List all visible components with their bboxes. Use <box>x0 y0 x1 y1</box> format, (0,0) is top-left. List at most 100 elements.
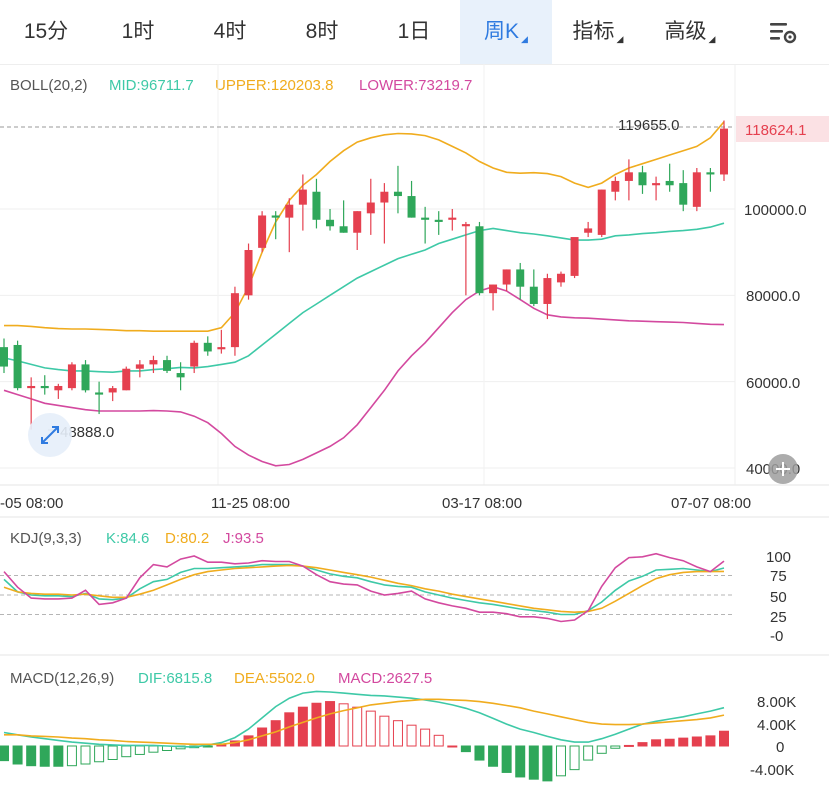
candle-body <box>339 226 348 233</box>
macd-bar <box>528 745 539 780</box>
candle-body <box>665 180 674 186</box>
boll-lower-label: LOWER:73219.7 <box>359 77 472 94</box>
candle-body <box>285 204 294 218</box>
candle <box>258 211 267 253</box>
candle-body <box>271 215 280 218</box>
crosshair-icon <box>776 462 790 476</box>
boll-title: BOLL(20,2) <box>10 77 88 94</box>
caret-down-icon: ◢ <box>616 34 624 44</box>
candle-body <box>326 219 335 227</box>
candle-body <box>217 347 226 350</box>
macd-bar <box>325 701 336 747</box>
candle <box>475 221 484 296</box>
candle <box>421 206 430 244</box>
candle-body <box>312 191 321 220</box>
macd-bar <box>501 745 512 773</box>
macd-dif-line <box>3 690 725 748</box>
candle <box>692 167 701 212</box>
price-tick: 60000.0 <box>746 375 800 392</box>
crosshair-toggle-button[interactable] <box>768 454 798 484</box>
candle-body <box>434 219 443 222</box>
candle <box>326 209 335 231</box>
tab-1h-label: 1时 <box>121 20 155 43</box>
candle-body <box>163 360 172 371</box>
tab-advanced[interactable]: 高级 ◢ <box>644 0 736 64</box>
candle-body <box>421 217 430 220</box>
kdj-tick: 100 <box>766 549 791 566</box>
kdj-lines <box>3 552 725 623</box>
candle <box>366 178 375 235</box>
macd-bar <box>474 745 485 761</box>
last-price-badge <box>736 116 829 142</box>
candle <box>393 165 402 214</box>
macd-tick: 8.00K <box>757 694 796 711</box>
candle <box>434 211 443 235</box>
macd-bar <box>12 745 23 765</box>
candle <box>190 340 199 374</box>
macd-bar <box>420 728 431 747</box>
candle <box>13 340 22 391</box>
macd-dea-label: DEA:5502.0 <box>234 670 315 687</box>
macd-bar <box>94 745 105 763</box>
kdj-panel: KDJ(9,3,3) K:84.6 D:80.2 J:93.5 100 75 5… <box>0 530 829 656</box>
kdj-title: KDJ(9,3,3) <box>10 530 82 547</box>
macd-axis: 8.00K 4.00K 0 -4.00K <box>750 694 796 779</box>
candle-body <box>543 278 552 304</box>
candle-body <box>258 215 267 248</box>
kdj-d-line <box>3 564 725 614</box>
candle <box>679 170 688 212</box>
candle <box>217 329 226 354</box>
candle <box>570 237 579 279</box>
macd-bar <box>515 745 526 778</box>
price-tick: 100000.0 <box>744 202 807 219</box>
candle <box>163 355 172 374</box>
tab-4h[interactable]: 4时 <box>184 0 276 64</box>
macd-bar <box>705 735 716 747</box>
candle-body <box>13 344 22 389</box>
candle <box>67 362 76 391</box>
candle-body <box>556 273 565 283</box>
macd-bar <box>311 702 322 747</box>
tab-1d-label: 1日 <box>397 20 431 43</box>
kdj-gridlines <box>0 575 735 615</box>
macd-bar <box>406 724 417 747</box>
candle <box>706 167 715 192</box>
candle <box>122 366 131 391</box>
candle-body <box>529 286 538 304</box>
candle <box>244 243 253 300</box>
macd-bar <box>637 742 648 747</box>
candle-body <box>720 128 728 175</box>
candle <box>624 159 633 201</box>
expand-chart-button[interactable] <box>28 413 72 457</box>
candle <box>665 163 674 192</box>
candle-body <box>380 191 389 203</box>
candle <box>312 178 321 229</box>
tab-15m[interactable]: 15分 <box>0 0 92 64</box>
kdj-k-line <box>3 563 725 616</box>
candle-body <box>407 196 416 218</box>
tab-1h[interactable]: 1时 <box>92 0 184 64</box>
candle-body <box>597 189 606 235</box>
candle <box>448 209 457 231</box>
tab-weekly[interactable]: 周K ◢ <box>460 0 552 64</box>
chart-settings-button[interactable] <box>736 0 829 64</box>
candle-body <box>353 211 362 233</box>
boll-mid-line <box>3 222 725 374</box>
candle-body <box>638 172 647 186</box>
tab-8h[interactable]: 8时 <box>276 0 368 64</box>
macd-bar <box>148 745 159 753</box>
tab-indicators[interactable]: 指标 ◢ <box>552 0 644 64</box>
macd-bar <box>284 712 295 747</box>
candle-body <box>135 364 144 369</box>
candle-body <box>298 189 307 205</box>
macd-bar <box>555 745 566 777</box>
tab-1d[interactable]: 1日 <box>368 0 460 64</box>
candle-body <box>624 172 633 181</box>
time-tick: 11-25 08:00 <box>211 495 290 512</box>
macd-lines <box>3 690 725 748</box>
tab-weekly-label: 周K <box>484 20 520 43</box>
max-price-label: 119655.0 <box>618 117 679 134</box>
chart-settings-icon <box>769 23 796 44</box>
macd-bar <box>202 745 213 748</box>
macd-bar <box>26 745 37 767</box>
